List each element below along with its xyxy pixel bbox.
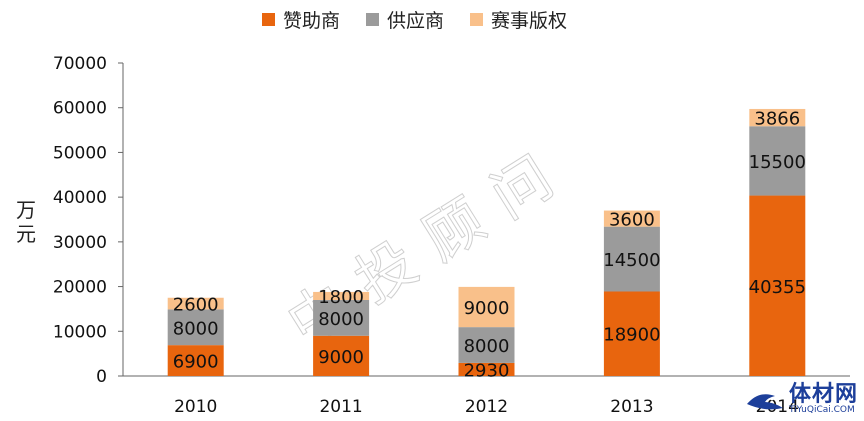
logo-url: TiYuQiCai.COM [788,405,855,415]
data-label: 15500 [749,152,806,173]
bar-segment [749,195,806,376]
legend-swatch-sponsor [262,13,275,26]
legend-item-rights: 赛事版权 [470,6,567,33]
bar-segment [458,327,515,363]
y-tick-label: 20000 [53,278,107,298]
bar-segment [603,291,660,376]
site-logo: 体材网 TiYuQiCai.COM [745,384,858,415]
bar-segment [458,286,515,328]
legend: 赞助商 供应商 赛事版权 [262,6,567,33]
bar-segment [749,108,806,127]
logo-name: 体材网 [788,382,858,407]
data-label: 2600 [173,295,219,316]
x-tick-label: 2012 [465,397,508,417]
data-label: 14500 [603,250,660,271]
data-label: 6900 [173,352,219,373]
x-tick-label: 2013 [610,397,653,417]
legend-item-sponsor: 赞助商 [262,6,340,33]
fish-logo-icon [746,393,783,409]
y-tick-label: 30000 [53,233,107,253]
legend-swatch-rights [470,13,484,26]
legend-label-supplier: 供应商 [387,10,445,32]
bar-segment [167,297,224,310]
y-tick-label: 60000 [53,99,107,119]
bar-segment [167,309,224,346]
data-label: 40355 [749,277,806,298]
bar-segment [603,210,660,227]
data-label: 8000 [318,309,364,330]
data-label: 18900 [603,325,660,346]
y-tick-label: 40000 [53,188,107,208]
bar-segment [458,362,515,376]
bar-segment [167,345,224,376]
y-tick-label: 0 [96,367,107,387]
data-label: 8000 [464,336,510,357]
data-label: 1800 [318,287,364,308]
data-label: 9000 [318,347,364,368]
bar-segment [313,299,370,336]
bar-segment [313,335,370,376]
data-label: 2930 [464,360,510,381]
bar-segment [313,291,370,300]
legend-swatch-supplier [366,13,380,26]
data-label: 9000 [464,298,510,319]
legend-label-rights: 赛事版权 [491,10,568,32]
legend-label-sponsor: 赞助商 [283,10,341,32]
data-label: 3600 [609,210,655,231]
y-tick-label: 10000 [53,322,107,342]
x-tick-label: 2011 [319,397,362,417]
y-axis-label: 万元 [16,198,36,246]
legend-item-supplier: 供应商 [366,6,444,33]
bar-segment [603,226,660,292]
y-tick-label: 70000 [53,54,107,74]
data-label: 3866 [754,109,800,130]
data-label: 8000 [173,318,219,339]
x-tick-label: 2010 [174,397,217,417]
bar-segment [749,126,806,196]
y-tick-label: 50000 [53,143,107,163]
